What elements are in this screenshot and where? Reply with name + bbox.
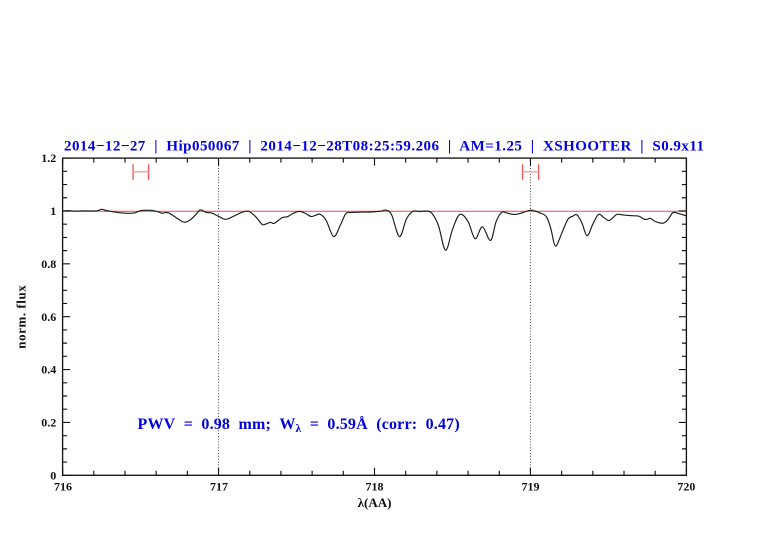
svg-text:0.2: 0.2 — [41, 416, 56, 430]
svg-text:0.4: 0.4 — [41, 363, 56, 377]
svg-text:norm. flux: norm. flux — [14, 285, 29, 349]
svg-text:λ(AA): λ(AA) — [358, 495, 392, 510]
svg-text:2014−12−27 | Hip050067 | 2: 2014−12−27 | Hip050067 | 2014−12−28T08:2… — [64, 138, 704, 154]
svg-text:718: 718 — [366, 479, 384, 493]
svg-text:0.8: 0.8 — [41, 257, 56, 271]
svg-text:716: 716 — [54, 479, 72, 493]
svg-text:0.6: 0.6 — [41, 310, 56, 324]
svg-text:720: 720 — [677, 479, 695, 493]
svg-text:1.2: 1.2 — [41, 151, 56, 165]
svg-text:0: 0 — [50, 468, 56, 482]
svg-text:719: 719 — [522, 479, 540, 493]
svg-text:1: 1 — [50, 204, 56, 218]
svg-text:717: 717 — [210, 479, 228, 493]
svg-text:PWV = 0.98 mm; Wλ = 0.59: PWV = 0.98 mm; Wλ = 0.59Å (corr: 0.47) — [138, 415, 460, 435]
